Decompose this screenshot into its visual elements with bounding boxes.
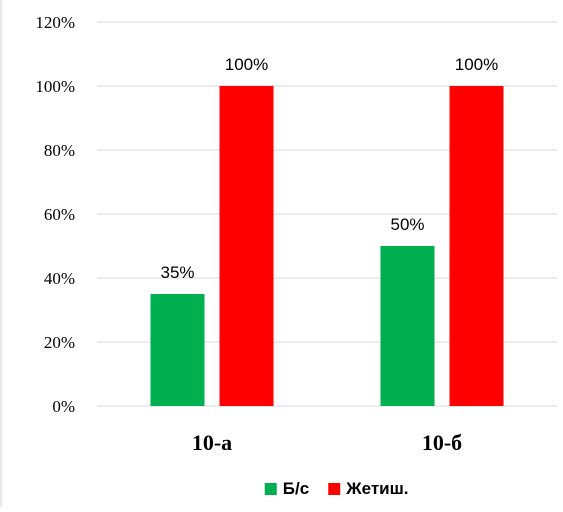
- legend-swatch: [328, 483, 341, 495]
- legend-label: Жетиш.: [345, 479, 408, 498]
- y-tick-label: 0%: [52, 397, 75, 416]
- y-tick-label: 60%: [44, 205, 75, 224]
- y-tick-label: 40%: [44, 269, 75, 288]
- bar: [449, 86, 504, 406]
- data-label: 100%: [225, 55, 268, 74]
- y-tick-label: 80%: [44, 141, 75, 160]
- y-tick-label: 120%: [35, 13, 75, 32]
- x-tick-label: 10-б: [422, 430, 462, 455]
- data-label: 100%: [455, 55, 498, 74]
- legend-label: Б/с: [283, 479, 309, 498]
- y-tick-label: 20%: [44, 333, 75, 352]
- bar: [380, 246, 435, 406]
- bar: [219, 86, 274, 406]
- data-label: 35%: [160, 263, 194, 282]
- legend-swatch: [264, 483, 277, 495]
- x-tick-label: 10-а: [192, 430, 232, 455]
- bar: [150, 294, 205, 406]
- data-label: 50%: [390, 215, 424, 234]
- y-tick-label: 100%: [35, 77, 75, 96]
